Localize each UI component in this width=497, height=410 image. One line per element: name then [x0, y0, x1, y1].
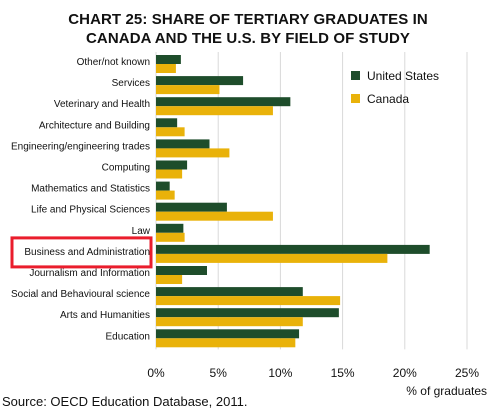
- bar-united-states: [156, 76, 244, 86]
- bar-canada: [156, 232, 185, 242]
- x-tick-label: 15%: [331, 366, 355, 380]
- category-label: Computing: [102, 163, 150, 174]
- x-tick-label: 10%: [268, 366, 292, 380]
- highlight-box: [10, 236, 153, 269]
- bar-united-states: [156, 244, 430, 254]
- bar-canada: [156, 106, 273, 116]
- bar-united-states: [156, 181, 170, 191]
- category-label: Architecture and Building: [39, 120, 150, 131]
- bar-canada: [156, 148, 230, 158]
- bar-canada: [156, 296, 341, 306]
- bar-canada: [156, 317, 303, 327]
- x-tick-label: 25%: [455, 366, 479, 380]
- x-tick-label: 5%: [210, 366, 228, 380]
- bar-united-states: [156, 55, 181, 64]
- bar-united-states: [156, 202, 227, 212]
- bar-united-states: [156, 97, 291, 107]
- bar-united-states: [156, 223, 184, 233]
- x-axis-label: % of graduates: [406, 384, 487, 398]
- category-label: Veterinary and Health: [54, 99, 150, 110]
- x-tick-label: 0%: [147, 366, 165, 380]
- legend-label: Canada: [367, 92, 409, 106]
- legend-swatch: [351, 94, 360, 103]
- bar-canada: [156, 275, 183, 284]
- chart-source: Source: OECD Education Database, 2011.: [2, 394, 247, 409]
- category-label: Other/not known: [77, 57, 150, 68]
- bar-united-states: [156, 329, 300, 339]
- category-label: Social and Behavioural science: [11, 289, 150, 300]
- legend-label: United States: [367, 69, 439, 83]
- bar-united-states: [156, 139, 210, 149]
- chart-title-line-2: CANADA AND THE U.S. BY FIELD OF STUDY: [86, 30, 410, 47]
- category-label: Mathematics and Statistics: [31, 184, 150, 195]
- legend-swatch: [351, 71, 360, 80]
- plot-area: 0% 5% 10% 15% 20% 25% Other/not known Services V…: [10, 52, 479, 380]
- category-label: Arts and Humanities: [60, 310, 150, 321]
- category-label: Life and Physical Sciences: [31, 205, 150, 216]
- x-tick-label: 20%: [393, 366, 417, 380]
- bar-canada: [156, 64, 176, 73]
- bar-canada: [156, 85, 220, 95]
- bar-canada: [156, 338, 296, 348]
- bar-canada: [156, 169, 183, 179]
- category-label: Business and Administration: [24, 247, 150, 258]
- bar-united-states: [156, 287, 303, 297]
- category-label: Engineering/engineering trades: [11, 141, 150, 152]
- bar-united-states: [156, 266, 208, 275]
- bar-canada: [156, 127, 185, 137]
- bar-canada: [156, 190, 175, 200]
- category-label: Services: [112, 78, 150, 89]
- category-label: Journalism and Information: [29, 268, 150, 279]
- chart-title-line-1: CHART 25: SHARE OF TERTIARY GRADUATES IN: [68, 11, 428, 28]
- bar-united-states: [156, 118, 178, 128]
- category-label: Education: [106, 331, 150, 342]
- bar-canada: [156, 211, 273, 221]
- bar-united-states: [156, 160, 188, 170]
- bar-canada: [156, 253, 388, 263]
- bar-united-states: [156, 308, 339, 318]
- category-label: Law: [132, 226, 151, 237]
